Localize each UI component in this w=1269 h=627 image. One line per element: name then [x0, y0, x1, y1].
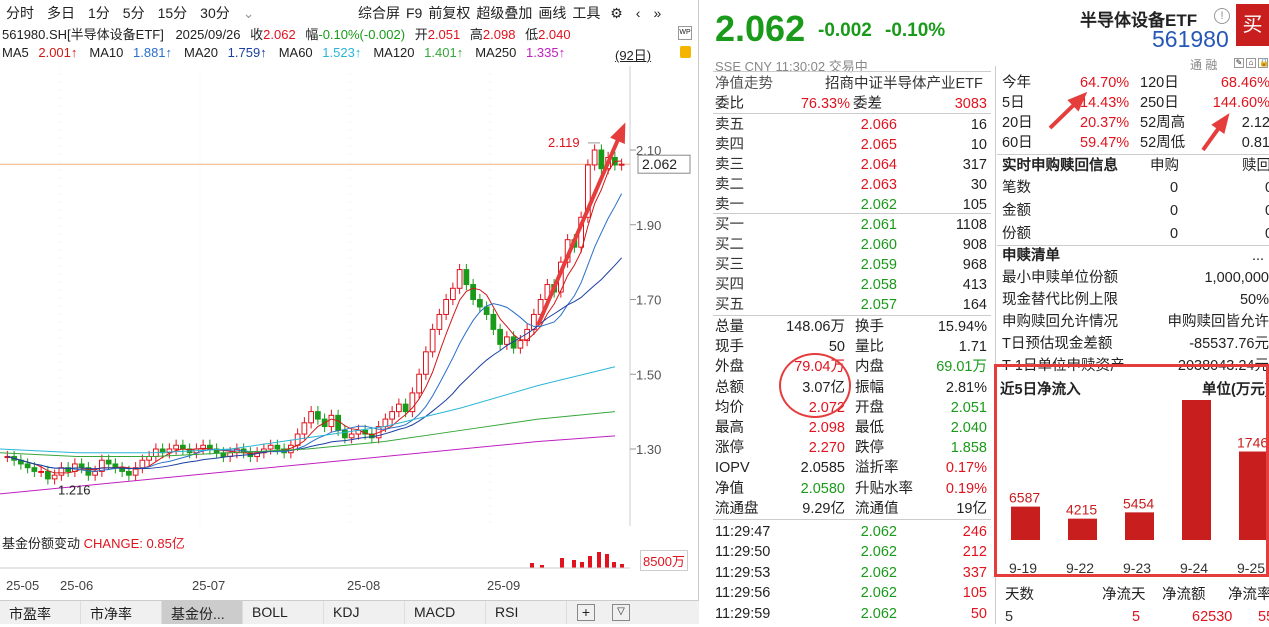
perf-arrow-2-head [1211, 113, 1229, 134]
trend-arrow-head [610, 122, 625, 144]
trend-arrow [538, 128, 623, 325]
